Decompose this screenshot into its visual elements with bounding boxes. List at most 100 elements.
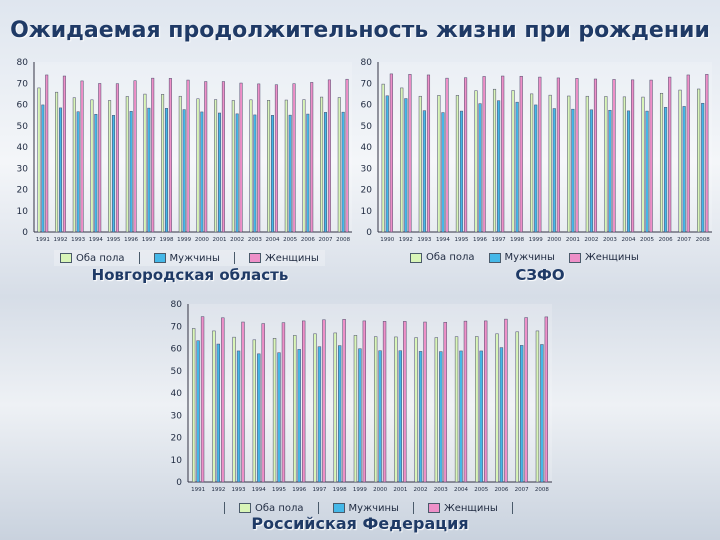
bar-women-novgorod-2003 <box>257 83 261 233</box>
legend-item-women: Женщины <box>427 503 498 514</box>
bar-women-novgorod-2002 <box>239 82 243 233</box>
bar-women-novgorod-1993 <box>80 80 84 233</box>
bar-men-novgorod-2006 <box>306 113 310 233</box>
bar-men-russia-1993 <box>236 350 241 483</box>
bar-both-szfo-1999 <box>530 93 534 233</box>
y-tick-label-szfo: 70 <box>361 79 373 89</box>
bar-both-novgorod-1995 <box>108 100 112 233</box>
y-tick-label-russia: 10 <box>171 456 183 466</box>
bar-both-novgorod-2006 <box>302 99 306 233</box>
bar-both-russia-2001 <box>394 336 398 483</box>
x-tick-label-russia: 1994 <box>252 487 266 493</box>
legend-swatch-women <box>248 253 261 263</box>
x-tick-label-szfo: 2002 <box>584 237 598 243</box>
x-tick-label-novgorod: 1993 <box>71 237 85 243</box>
bar-women-szfo-1995 <box>464 77 468 233</box>
bar-men-novgorod-2008 <box>341 111 345 233</box>
bar-men-novgorod-1993 <box>76 111 80 233</box>
y-tick-label-szfo: 20 <box>361 186 373 196</box>
bar-women-russia-1994 <box>261 323 265 483</box>
legend-swatch-women <box>427 503 440 513</box>
bar-men-szfo-2004 <box>626 110 631 233</box>
x-tick-label-szfo: 1999 <box>529 237 543 243</box>
bar-women-szfo-1999 <box>538 76 542 233</box>
bar-both-novgorod-1998 <box>161 94 165 233</box>
bar-men-novgorod-1992 <box>59 107 62 233</box>
legend-label-both: Оба пола <box>76 252 125 264</box>
bar-both-novgorod-1996 <box>125 96 129 233</box>
bar-women-szfo-2007 <box>686 74 690 233</box>
legend-divider <box>233 252 235 264</box>
y-tick-label-novgorod: 20 <box>17 186 29 196</box>
x-tick-label-russia: 1993 <box>232 487 246 493</box>
legend-label-men: Мужчины <box>504 252 555 263</box>
x-tick-label-russia: 1997 <box>312 487 326 493</box>
legend-swatch-men <box>332 503 345 513</box>
bar-both-russia-2006 <box>495 333 499 483</box>
bar-men-russia-1994 <box>257 353 261 483</box>
bar-men-szfo-1992 <box>404 98 408 233</box>
legend-label-men: Мужчины <box>169 252 220 264</box>
bar-both-novgorod-2005 <box>284 99 288 233</box>
x-tick-label-novgorod: 1996 <box>124 237 138 243</box>
legend-swatch-both <box>410 252 422 263</box>
bar-both-novgorod-2002 <box>231 100 235 233</box>
bar-men-novgorod-2005 <box>288 114 292 233</box>
bar-men-szfo-2002 <box>589 109 593 233</box>
legend-russia: Оба пола Мужчины Женщины <box>218 500 519 516</box>
bar-both-russia-1996 <box>293 335 297 483</box>
bar-women-szfo-2006 <box>668 76 672 233</box>
bar-men-russia-2002 <box>418 351 423 483</box>
legend-item-men: Мужчины <box>488 252 555 263</box>
bar-men-russia-1991 <box>196 340 200 483</box>
bar-women-szfo-1997 <box>501 75 505 233</box>
bar-both-novgorod-1999 <box>178 95 182 233</box>
bar-women-szfo-1998 <box>519 75 523 233</box>
bar-men-russia-2000 <box>378 350 382 483</box>
bar-women-szfo-2000 <box>556 77 560 233</box>
bar-women-szfo-2008 <box>705 74 709 233</box>
y-tick-label-novgorod: 30 <box>17 164 29 174</box>
bar-men-novgorod-1996 <box>129 111 133 233</box>
x-tick-label-novgorod: 2003 <box>248 237 262 243</box>
x-tick-label-szfo: 2007 <box>677 237 691 243</box>
bar-men-szfo-2003 <box>608 109 612 233</box>
legend-item-women: Женщины <box>568 252 639 263</box>
bar-men-russia-1999 <box>358 348 362 483</box>
x-tick-label-szfo: 1992 <box>399 237 413 243</box>
legend-swatch-men <box>153 253 166 263</box>
bar-both-russia-2004 <box>454 336 459 483</box>
bar-men-novgorod-1991 <box>41 104 45 233</box>
bar-women-szfo-2003 <box>612 79 616 233</box>
bar-women-russia-1993 <box>241 321 245 483</box>
x-tick-label-szfo: 1998 <box>510 237 524 243</box>
bar-men-novgorod-2003 <box>253 114 257 233</box>
bar-men-russia-1998 <box>338 345 342 483</box>
x-tick-label-szfo: 2000 <box>547 237 561 243</box>
x-tick-label-szfo: 2001 <box>566 237 580 243</box>
bar-both-russia-2008 <box>535 330 540 483</box>
y-tick-label-novgorod: 0 <box>22 228 28 238</box>
bar-both-szfo-1990 <box>381 83 385 233</box>
bar-both-szfo-2003 <box>604 96 608 233</box>
x-tick-label-novgorod: 2006 <box>301 237 315 243</box>
bar-women-russia-2000 <box>382 321 387 483</box>
legend-item-men: Мужчины <box>332 503 399 514</box>
bar-both-russia-1998 <box>333 332 337 483</box>
legend-divider <box>138 252 140 264</box>
bar-men-russia-2004 <box>459 350 463 483</box>
caption-novgorod: Новгородская область <box>91 266 289 284</box>
x-tick-label-szfo: 1996 <box>473 237 487 243</box>
legend-item-both: Оба пола <box>60 253 125 264</box>
bar-men-novgorod-2000 <box>200 111 204 233</box>
legend-item-women: Женщины <box>248 253 319 264</box>
bar-women-szfo-2002 <box>593 78 598 233</box>
bar-both-szfo-1994 <box>437 95 441 233</box>
x-tick-label-russia: 1998 <box>333 487 347 493</box>
bar-both-russia-1999 <box>353 335 358 483</box>
bar-men-szfo-1997 <box>497 100 501 233</box>
x-tick-label-novgorod: 2000 <box>195 237 209 243</box>
bar-both-novgorod-1997 <box>143 93 147 233</box>
legend-label-both: Оба пола <box>426 252 475 263</box>
x-tick-label-novgorod: 1999 <box>177 237 191 243</box>
